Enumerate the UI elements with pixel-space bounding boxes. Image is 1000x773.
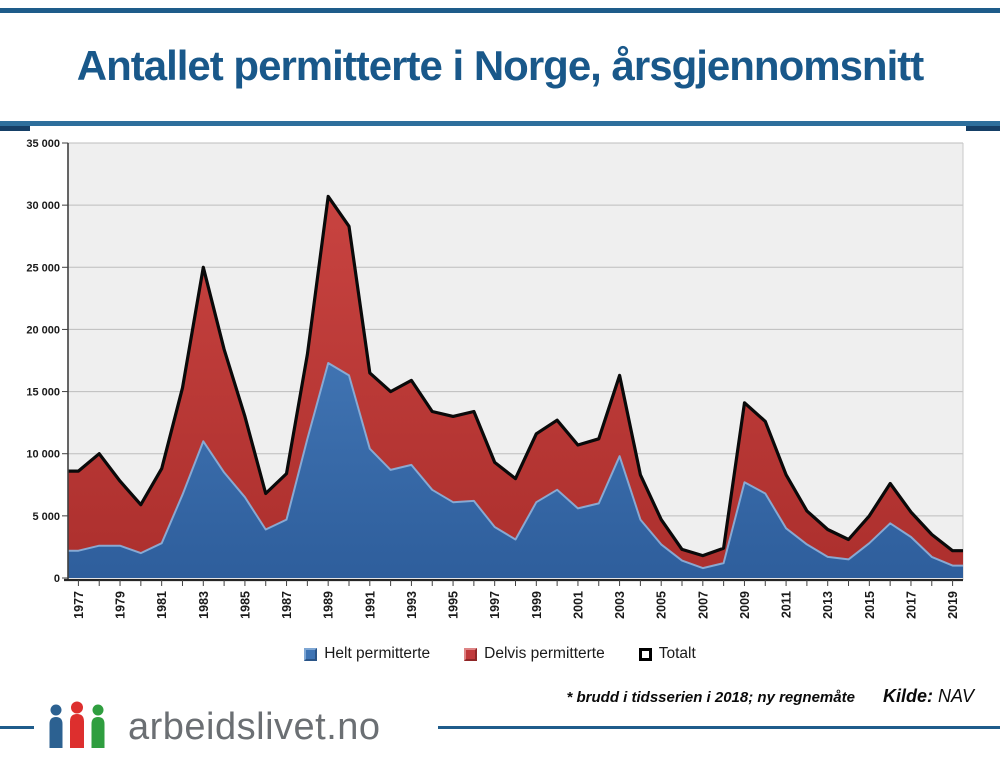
helt-permitterte-area [68,363,963,578]
x-tick-label: 1995 [447,591,461,619]
legend-item-helt: Helt permitterte [304,645,430,663]
arbeidslivet-logo [49,701,105,748]
y-tick-label: 25 000 [26,262,60,274]
totalt-swatch-icon [638,647,652,661]
x-tick-label: 2017 [904,591,918,619]
x-tick-label: 2015 [863,591,877,619]
x-tick-label: 2011 [780,591,794,618]
legend-item-delvis: Delvis permitterte [464,645,605,663]
x-tick-label: 1989 [322,591,336,619]
legend-label-totalt: Totalt [658,645,696,662]
logo-person-blue-icon [49,704,63,748]
x-tick-label: 1979 [114,591,128,619]
totalt-line [68,194,963,558]
y-tick-label: 35 000 [26,138,60,150]
y-tick-label: 20 000 [26,324,60,336]
x-tick-label: 1983 [197,591,211,619]
chart-area: 0 5 000 10 000 15 000 20 000 25 000 30 000 35 0… [0,130,1000,642]
source-value: NAV [937,686,974,706]
title-divider-line [0,121,1000,126]
x-tick-label: 1981 [155,591,169,619]
y-tick-label: 15 000 [26,387,60,399]
y-tick-label: 0 [54,573,60,585]
permitterte-area-chart: 0 5 000 10 000 15 000 20 000 25 000 30 000 35 0… [26,138,964,619]
x-tick-label: 2007 [696,591,710,619]
x-tick-label: 2019 [946,591,960,619]
helt-top-edge [68,362,963,570]
x-tick-label: 1997 [488,591,502,619]
source-credit: Kilde: NAV [883,686,974,707]
y-tick-label: 30 000 [26,200,60,212]
x-tick-label: 1985 [238,591,252,619]
x-tick-label: 2001 [571,591,585,619]
legend-label-helt: Helt permitterte [324,645,431,662]
footnote-row: * brudd i tidsserien i 2018; ny regnemåt… [0,686,1000,712]
helt-swatch-icon [304,647,318,661]
title-divider-cap-right [966,126,1000,131]
y-tick-label: 5 000 [32,511,60,523]
x-tick-label: 1977 [72,591,86,619]
y-tick-label: 10 000 [26,449,60,461]
source-label: Kilde: [882,686,933,706]
x-tick-label: 2013 [821,591,835,619]
footer-line-left [0,726,34,729]
footer-line-right [438,726,1000,729]
logo-person-green-icon [91,704,105,748]
x-tick-label: 2005 [655,591,669,619]
x-tick-label: 1993 [405,591,419,619]
delvis-swatch-icon [464,647,478,661]
legend-item-totalt: Totalt [638,645,696,663]
x-tick-label: 1999 [530,591,544,619]
page-title: Antallet permitterte i Norge, årsgjennom… [76,42,924,89]
logo-text: arbeidslivet.no [128,706,381,748]
x-tick-label: 1987 [280,591,294,619]
chart-legend: Helt permitterte Delvis permitterte Tota… [0,642,1000,666]
x-tick-label: 1991 [363,591,377,619]
x-tick-label: 2003 [613,591,627,619]
legend-label-delvis: Delvis permitterte [484,645,605,662]
top-border-line [0,8,1000,13]
delvis-permitterte-area [68,196,963,569]
logo-person-red-icon [70,701,84,748]
x-tick-label: 2009 [738,591,752,619]
title-divider-cap-left [0,126,30,131]
asterisk-note: * brudd i tidsserien i 2018; ny regnemåt… [566,689,855,706]
